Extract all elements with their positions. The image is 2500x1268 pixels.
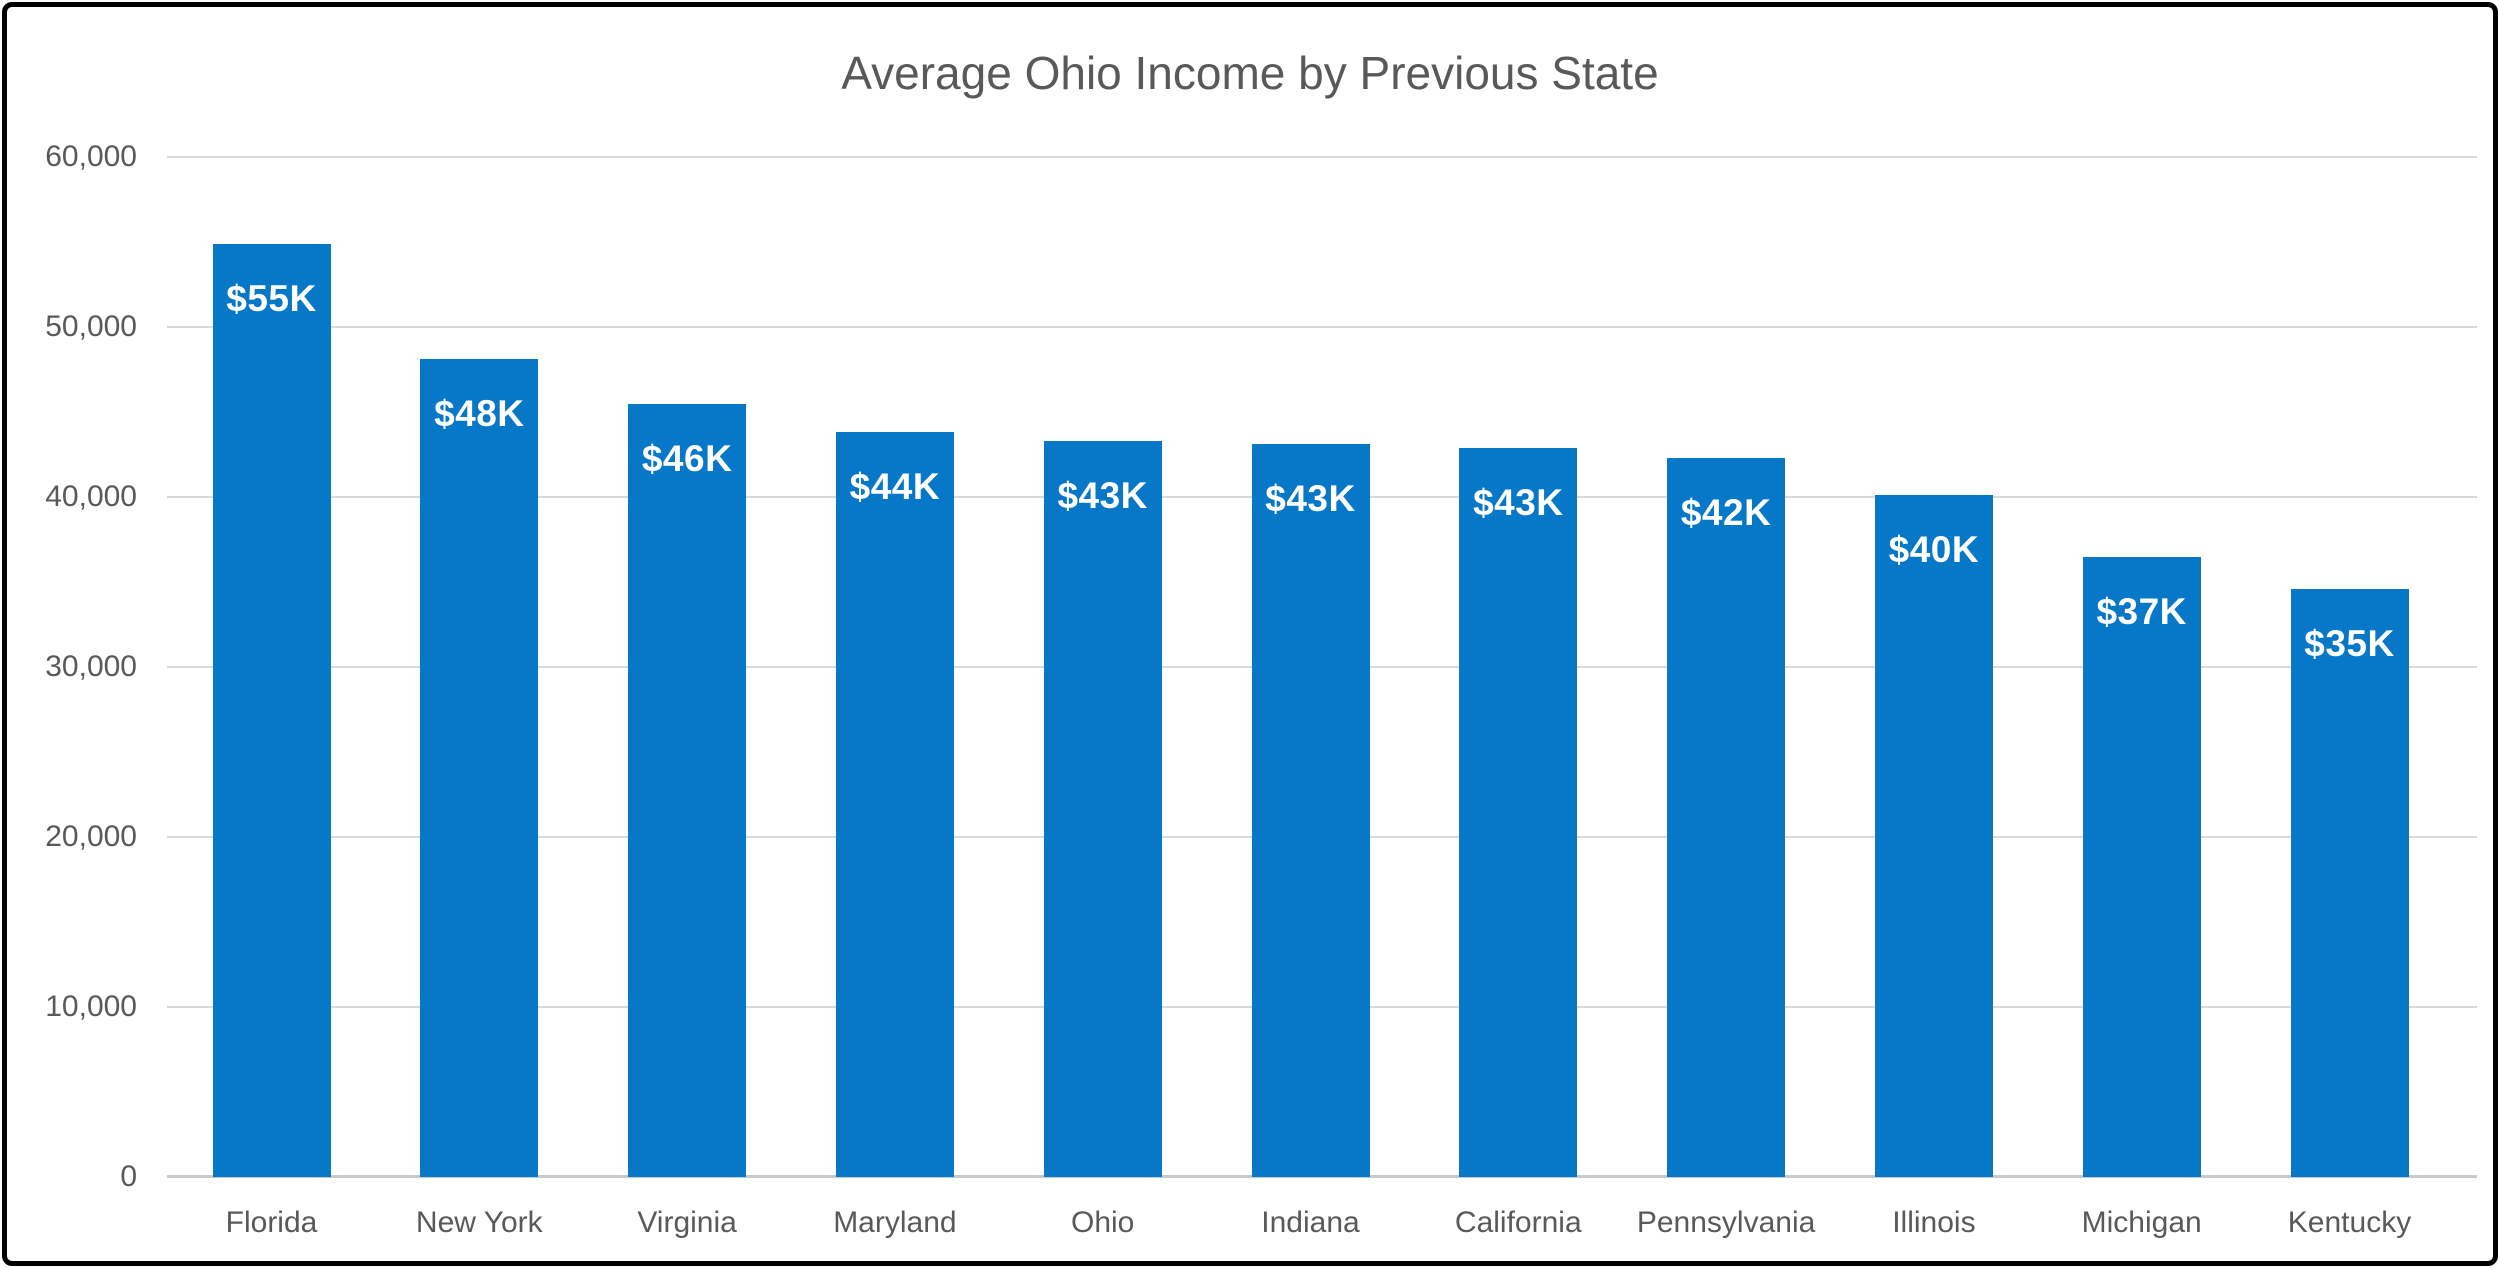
bar-value-label-new-york: $48K [434,393,525,435]
bar-value-label-indiana: $43K [1265,478,1356,520]
chart-title: Average Ohio Income by Previous State [841,47,1659,99]
x-axis: Florida New York Virginia Maryland Ohio India… [167,1201,2477,1251]
y-tick-label: 60,000 [45,140,137,173]
y-tick-label: 50,000 [45,310,137,343]
plot-area: $55K $48K $46K $44K $43K $43K $43K $42K $40K $37K… [167,156,2477,1178]
bar-maryland: $44K [835,432,954,1177]
y-tick-label: 10,000 [45,990,137,1023]
x-tick-label-virginia: Virginia [637,1206,737,1239]
gridline [167,156,2477,158]
bar-value-label-pennsylvania: $42K [1680,491,1772,533]
bar-value-label-virginia: $46K [641,437,733,479]
x-tick-label-illinois: Illinois [1892,1206,1976,1239]
x-tick-label-new-york: New York [415,1206,543,1239]
bar-value-label-michigan: $37K [2096,590,2187,632]
bar-illinois: $40K [1874,495,1993,1177]
bar-value-label-kentucky: $35K [2304,622,2395,664]
x-tick-label-california: California [1454,1206,1582,1239]
y-axis: 60,000 50,000 40,000 30,000 20,000 10,000 0 [7,140,137,1193]
gridline [167,326,2477,328]
y-tick-label: 20,000 [45,820,137,853]
y-tick-label: 40,000 [45,480,137,513]
bar-value-label-florida: $55K [226,277,317,319]
bar-kentucky: $35K [2290,588,2409,1177]
bar-ohio: $43K [1043,440,1162,1177]
x-tick-label-florida: Florida [225,1206,318,1239]
y-tick-label: 30,000 [45,650,137,683]
bar-florida: $55K [212,243,331,1177]
x-tick-label-maryland: Maryland [833,1206,957,1239]
bar-michigan: $37K [2082,556,2201,1177]
x-tick-label-ohio: Ohio [1071,1206,1135,1239]
bar-pennsylvania: $42K [1667,457,1786,1177]
y-tick-label: 0 [120,1160,137,1193]
bar-new-york: $48K [420,359,539,1177]
bar-indiana: $43K [1251,444,1370,1177]
bar-virginia: $46K [628,403,747,1177]
bar-value-label-ohio: $43K [1057,474,1148,516]
bar-value-label-illinois: $40K [1888,529,1980,571]
x-tick-label-michigan: Michigan [2081,1206,2202,1239]
bar-california: $43K [1459,447,1578,1177]
x-tick-label-pennsylvania: Pennsylvania [1636,1206,1816,1239]
bar-value-label-california: $43K [1473,481,1564,523]
x-tick-label-kentucky: Kentucky [2287,1206,2412,1239]
x-tick-label-indiana: Indiana [1261,1206,1360,1239]
bar-value-label-maryland: $44K [849,466,941,508]
